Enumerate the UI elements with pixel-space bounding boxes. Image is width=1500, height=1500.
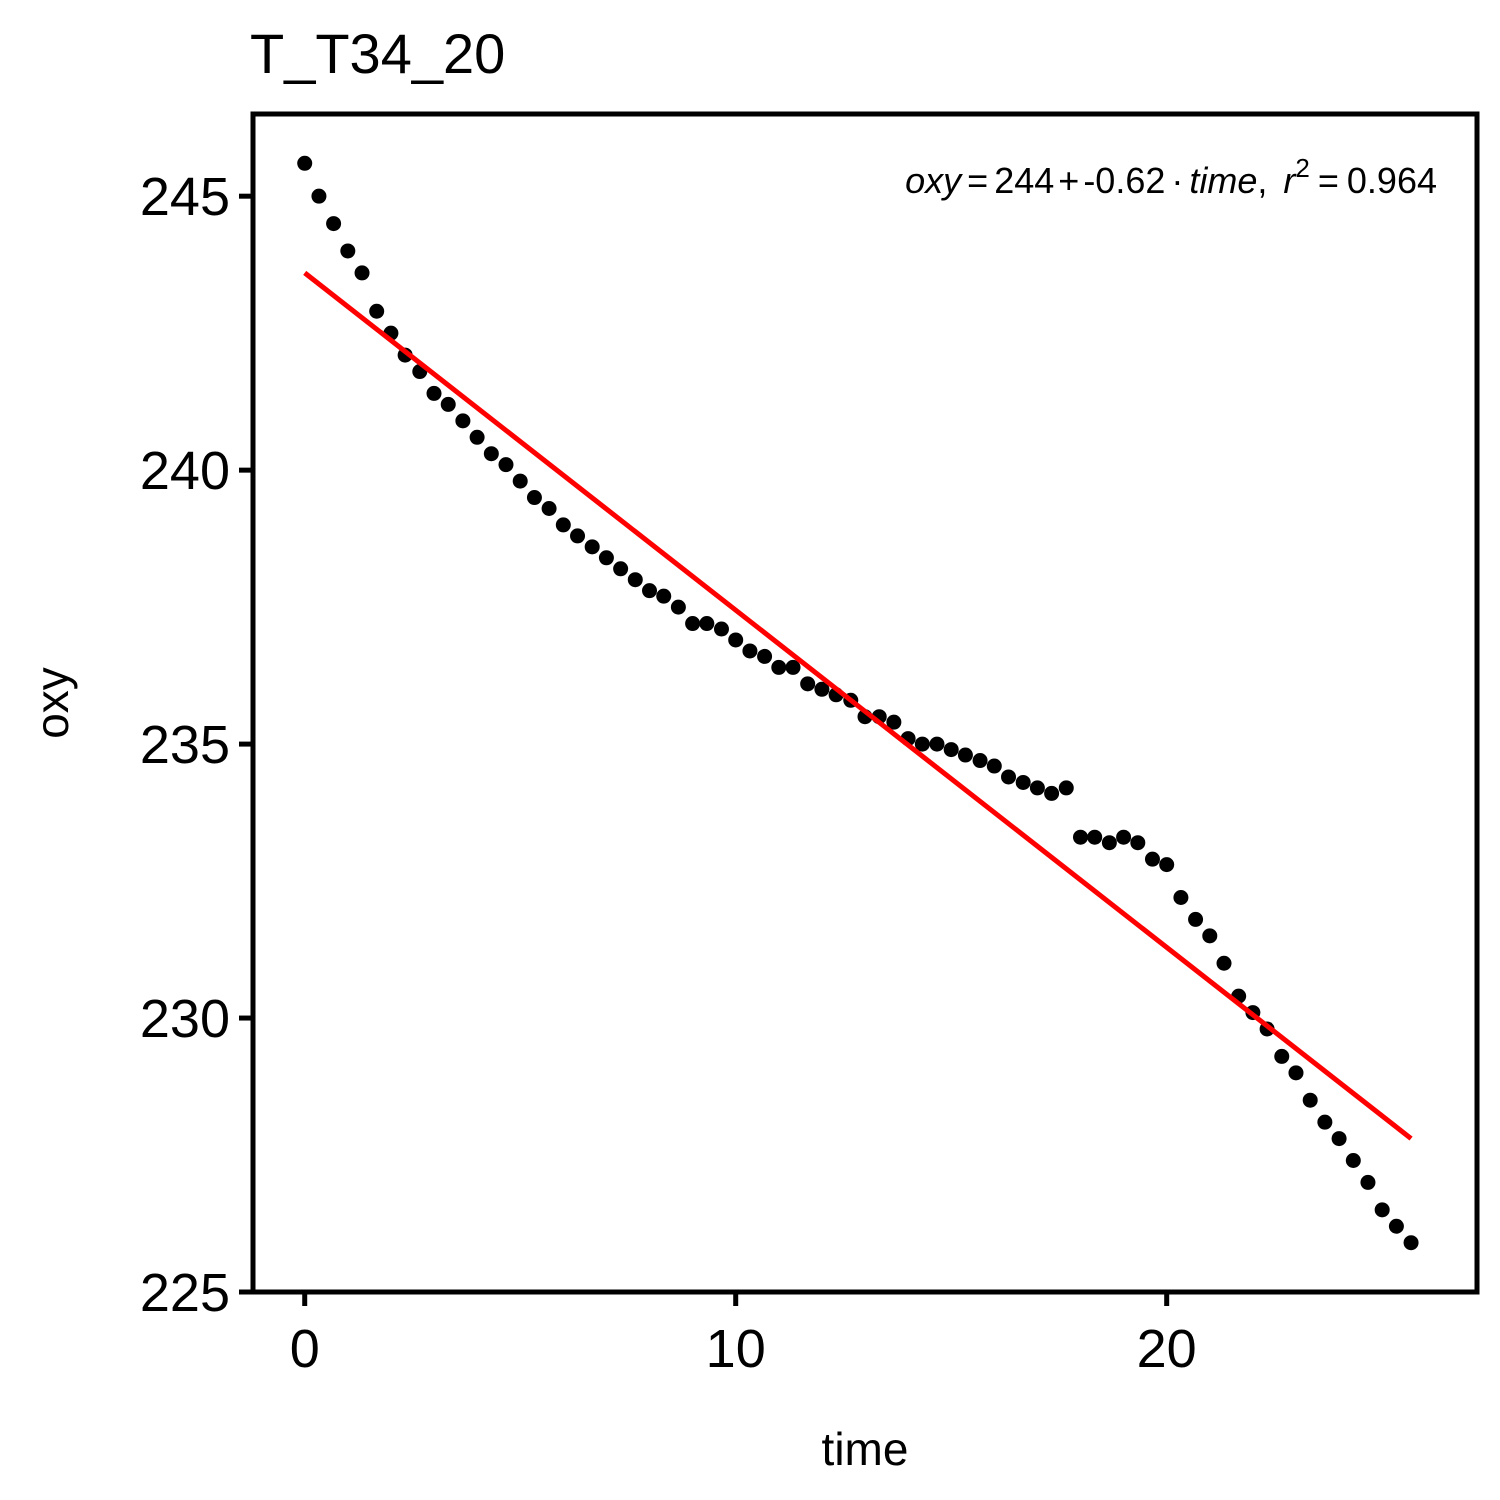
data-point (426, 385, 442, 401)
y-axis-title: oxy (26, 667, 78, 739)
y-tick-label: 235 (140, 715, 230, 775)
y-tick-label: 245 (140, 167, 230, 227)
data-point (1029, 780, 1045, 796)
eq-dot: · (1171, 160, 1183, 201)
y-axis-ticks: 225 230 235 240 245 (140, 167, 253, 1323)
data-point (627, 572, 643, 588)
data-point (1388, 1218, 1404, 1234)
data-point (1288, 1065, 1304, 1081)
data-point (1015, 774, 1031, 790)
data-point (1072, 829, 1088, 845)
data-point (455, 413, 471, 429)
data-point (1144, 851, 1160, 867)
y-tick-label: 225 (140, 1263, 230, 1323)
data-point (1374, 1202, 1390, 1218)
data-point (1087, 829, 1103, 845)
data-point (914, 736, 930, 752)
data-point (814, 681, 830, 697)
eq-r: r (1283, 160, 1297, 201)
data-point (1058, 780, 1074, 796)
data-point (943, 742, 959, 758)
x-tick-label: 0 (290, 1319, 320, 1379)
data-point (440, 396, 456, 412)
data-point (713, 621, 729, 637)
data-point (1044, 785, 1060, 801)
data-point (311, 188, 327, 204)
data-point (1116, 829, 1132, 845)
data-point (656, 588, 672, 604)
eq-r2-value: 0.964 (1347, 160, 1437, 201)
data-point (1216, 955, 1232, 971)
x-tick-label: 10 (706, 1319, 766, 1379)
regression-line (303, 270, 1413, 1141)
y-tick-label: 230 (140, 989, 230, 1049)
data-point (642, 583, 658, 599)
data-point (957, 747, 973, 763)
data-point (369, 303, 385, 319)
data-point (886, 714, 902, 730)
data-point (584, 539, 600, 555)
data-point (1345, 1153, 1361, 1169)
data-point (757, 648, 773, 664)
data-point (742, 643, 758, 659)
data-point (541, 500, 557, 516)
data-point (555, 517, 571, 533)
data-point (326, 216, 342, 232)
data-point (1302, 1092, 1318, 1108)
data-point (1360, 1174, 1376, 1190)
x-axis-title: time (822, 1423, 909, 1475)
data-point (354, 265, 370, 281)
eq-comma: , (1257, 160, 1267, 201)
eq-plus: + (1058, 160, 1079, 201)
data-point (498, 457, 514, 473)
data-point (1317, 1114, 1333, 1130)
data-point (1403, 1235, 1419, 1251)
data-point (929, 736, 945, 752)
data-point (1202, 928, 1218, 944)
data-point (670, 599, 686, 615)
eq-var: time (1189, 160, 1257, 201)
eq-r-equals: = (1318, 160, 1339, 201)
eq-r-exponent: 2 (1295, 153, 1309, 183)
data-point (570, 528, 586, 544)
data-point (1001, 769, 1017, 785)
regression-equation: oxy = 244 + -0.62 · time, r2 = 0.964 (905, 153, 1437, 201)
data-point (340, 243, 356, 259)
eq-slope: -0.62 (1083, 160, 1165, 201)
data-point (699, 616, 715, 632)
data-point (512, 473, 528, 489)
data-point (469, 429, 485, 445)
x-axis-ticks: 0 10 20 (290, 1292, 1197, 1379)
data-point (1173, 890, 1189, 906)
plot-panel-border (250, 111, 1480, 1295)
eq-equals: = (967, 160, 988, 201)
data-point (728, 632, 744, 648)
data-point (685, 616, 701, 632)
data-point (526, 490, 542, 506)
eq-lhs: oxy (905, 160, 963, 201)
data-point (1188, 911, 1204, 927)
data-point (598, 550, 614, 566)
data-point (1130, 835, 1146, 851)
data-point (771, 659, 787, 675)
data-point (1274, 1048, 1290, 1064)
data-point (1101, 835, 1117, 851)
data-point (483, 446, 499, 462)
data-point (297, 155, 313, 171)
data-point (1159, 857, 1175, 873)
data-point (785, 659, 801, 675)
eq-intercept: 244 (994, 160, 1054, 201)
y-tick-label: 240 (140, 441, 230, 501)
x-tick-label: 20 (1137, 1319, 1197, 1379)
data-point (972, 753, 988, 769)
data-point (800, 676, 816, 692)
data-point (1331, 1131, 1347, 1147)
data-point (613, 561, 629, 577)
data-point (986, 758, 1002, 774)
chart-title: T_T34_20 (250, 22, 505, 85)
